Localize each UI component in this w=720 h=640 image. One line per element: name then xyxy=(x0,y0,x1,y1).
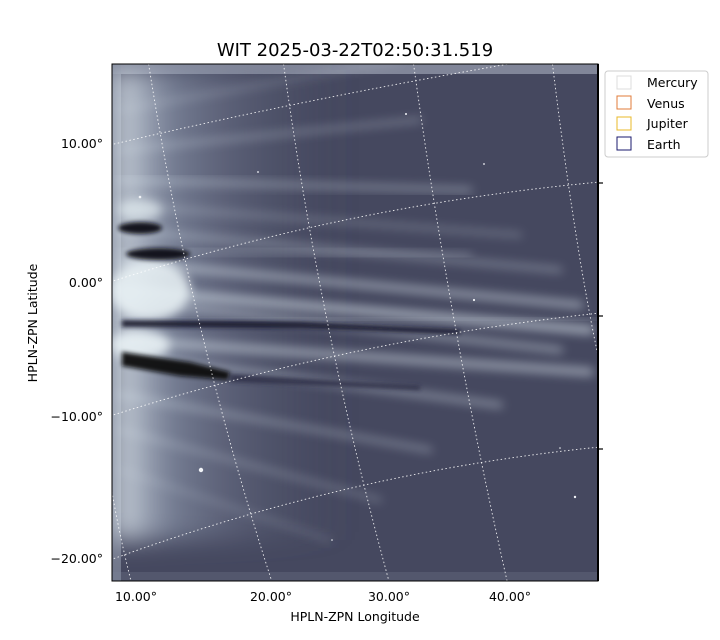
streamer xyxy=(118,428,382,502)
legend-label-mercury: Mercury xyxy=(647,75,698,90)
legend: Mercury Venus Jupiter Earth xyxy=(604,70,709,158)
legend-swatch-mercury xyxy=(616,75,632,90)
right-axis-ticks xyxy=(598,182,603,450)
bright-core xyxy=(112,260,190,320)
streamer xyxy=(118,203,522,237)
legend-swatch-jupiter xyxy=(616,116,632,131)
streamer xyxy=(117,177,473,193)
legend-swatch-venus xyxy=(616,95,632,110)
star xyxy=(405,113,407,115)
legend-label-venus: Venus xyxy=(647,96,685,111)
streamer xyxy=(118,118,422,152)
image-bottom-edge xyxy=(112,572,598,581)
streamer xyxy=(118,468,332,542)
grid-line xyxy=(112,181,598,282)
dark-lane xyxy=(122,352,230,380)
streamer xyxy=(117,227,563,273)
y-axis: 10.00° 0.00° −10.00° −20.00° HPLN-ZPN La… xyxy=(25,136,103,566)
streamer xyxy=(118,316,598,322)
chart-title: WIT 2025-03-22T02:50:31.519 xyxy=(217,40,493,61)
dark-lanes xyxy=(118,222,460,390)
bright-core xyxy=(112,331,170,359)
dark-lane xyxy=(230,374,420,390)
x-axis: 10.00° 20.00° 30.00° 40.00° HPLN-ZPN Lon… xyxy=(115,589,531,624)
star xyxy=(331,539,333,541)
x-tick-label: 20.00° xyxy=(250,589,292,604)
x-axis-label: HPLN-ZPN Longitude xyxy=(290,609,420,624)
dark-lane xyxy=(118,222,162,234)
streamer xyxy=(116,258,584,309)
star-field xyxy=(138,113,577,541)
grid-line xyxy=(112,489,132,581)
y-axis-label: HPLN-ZPN Latitude xyxy=(25,263,40,382)
streamer xyxy=(115,285,595,335)
x-tick-label: 10.00° xyxy=(115,589,157,604)
y-tick-label: −20.00° xyxy=(50,551,103,566)
legend-label-jupiter: Jupiter xyxy=(646,116,689,131)
star xyxy=(573,495,577,499)
grid-line xyxy=(112,312,598,416)
y-tick-label: −10.00° xyxy=(50,409,103,424)
star xyxy=(559,447,561,449)
bright-core xyxy=(118,200,162,220)
plot-area xyxy=(112,64,598,581)
grid-line xyxy=(112,446,598,560)
star xyxy=(198,467,204,473)
x-tick-label: 30.00° xyxy=(368,589,410,604)
legend-box xyxy=(604,70,709,158)
legend-swatch-earth xyxy=(616,136,632,151)
grid-line xyxy=(552,64,598,358)
grid-line xyxy=(413,64,508,581)
star xyxy=(483,163,485,165)
y-tick-label: 10.00° xyxy=(61,136,103,151)
streamer xyxy=(116,336,594,376)
y-tick-label: 0.00° xyxy=(69,275,103,290)
legend-label-earth: Earth xyxy=(647,137,681,152)
streamer xyxy=(118,64,387,112)
star xyxy=(472,298,476,302)
dark-lane xyxy=(126,248,190,260)
star xyxy=(257,171,259,173)
dark-lane xyxy=(122,320,460,334)
x-tick-label: 40.00° xyxy=(489,589,531,604)
coronal-streamers xyxy=(112,64,598,542)
streamer xyxy=(117,392,433,453)
coordinate-grid xyxy=(112,64,598,581)
star xyxy=(138,195,142,199)
